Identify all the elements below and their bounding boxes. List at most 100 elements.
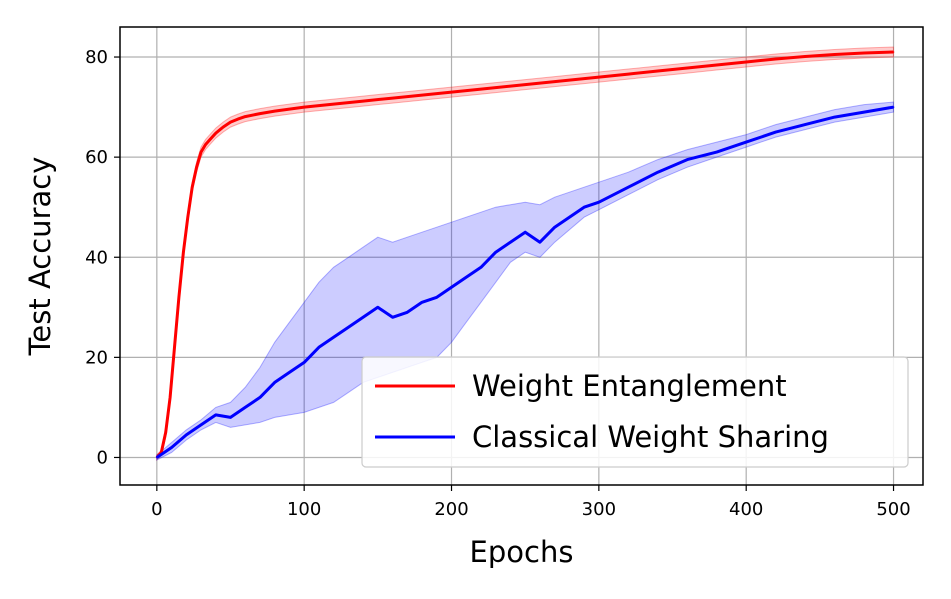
x-axis-ticks: 0 100 200 300 400 500 [151,485,911,520]
series-1-point [656,171,659,173]
series-1-point [715,151,718,153]
series-1-point [524,231,526,234]
series-1-point [214,414,217,416]
series-1-point [229,416,232,419]
series-0-point [186,216,189,219]
series-1-point [892,106,895,108]
y-axis-label: Test Accuracy [23,157,57,357]
series-0-point [182,251,185,254]
series-1-point [435,296,438,299]
series-1-point [347,326,350,329]
series-1-point [450,286,453,289]
series-0-point [863,52,865,54]
series-0-point [627,73,630,75]
series-0-point [833,53,836,56]
grid-lines [120,27,923,485]
plot-frame [119,26,924,486]
series-1-point [170,446,173,449]
x-tick-label: 500 [876,499,910,520]
series-0-point [214,132,217,134]
series-0-point [173,346,176,349]
series-0-point [774,58,777,60]
series-1-point [288,371,291,374]
series-1-point [627,186,630,188]
series-0-point [237,118,239,120]
series-1-point [185,434,188,436]
series-0-point [178,296,180,299]
series-0-point [450,91,453,93]
series-0-point [303,106,305,108]
series-0-point [200,151,202,153]
series-1-band [156,101,894,461]
legend-label: Classical Weight Sharing [472,420,829,454]
series-1-point [598,201,600,203]
series-1-point [391,316,394,319]
series-1-point [200,424,202,426]
series-1-point [318,346,320,349]
x-tick-label: 400 [729,499,763,520]
legend-label: Weight Entanglement [472,369,787,403]
x-tick-label: 200 [434,499,468,520]
confidence-bands [156,46,894,462]
series-0-point [273,110,276,112]
y-tick-label: 60 [85,147,108,168]
series-0-point [745,61,747,63]
series-1-point [465,276,468,279]
series-1-point [509,241,512,244]
series-0-point [715,64,718,66]
series-1-point [863,111,865,113]
y-tick-label: 20 [85,347,108,368]
series-0-point [332,103,335,105]
series-lines [155,50,895,459]
series-0-point [686,67,689,69]
series-0-point [244,115,247,118]
x-tick-label: 100 [287,499,321,520]
series-0-point [391,97,394,99]
series-0-point [259,112,261,115]
series-1-point [553,226,556,229]
series-1-point [332,336,335,339]
series-0-point [656,70,659,72]
series-0-point [362,100,364,102]
series-1-point [804,123,806,126]
series-1-point [303,361,305,364]
series-1-point [480,266,482,269]
series-1-point [377,306,379,309]
series-0-point [509,85,512,87]
series-0-point [164,431,167,434]
series-0-point [204,143,207,146]
series-1-point [745,141,747,143]
series-0-point [229,121,232,123]
series-0-point [598,76,600,78]
series-0-point [804,55,806,58]
series-1-point [774,131,777,133]
series-0-point [191,186,193,188]
series-0-band [156,46,894,462]
series-1-point [539,241,541,244]
series-1-point [833,116,836,118]
series-0-point [169,396,171,399]
series-0-point [195,166,198,168]
y-tick-label: 40 [85,247,108,268]
series-1-point [583,206,585,208]
series-1-point [686,158,689,161]
series-1-point [259,396,261,399]
series-1-point [421,301,423,304]
x-axis-label: Epochs [470,535,574,569]
series-0-point [568,79,571,81]
series-0-point [892,51,895,53]
series-1-point [244,406,247,409]
series-1-point [362,316,364,319]
series-0-point [209,138,211,141]
y-tick-label: 80 [85,47,108,68]
x-tick-label: 0 [151,499,162,520]
series-0-point [222,126,224,128]
series-0-point [480,88,482,90]
series-1-point [273,381,276,384]
legend: Weight Entanglement Classical Weight Shar… [361,356,909,468]
series-0-point [539,82,541,84]
series-1-point [406,311,409,314]
legend-box [361,356,909,468]
series-1-point [494,251,497,254]
